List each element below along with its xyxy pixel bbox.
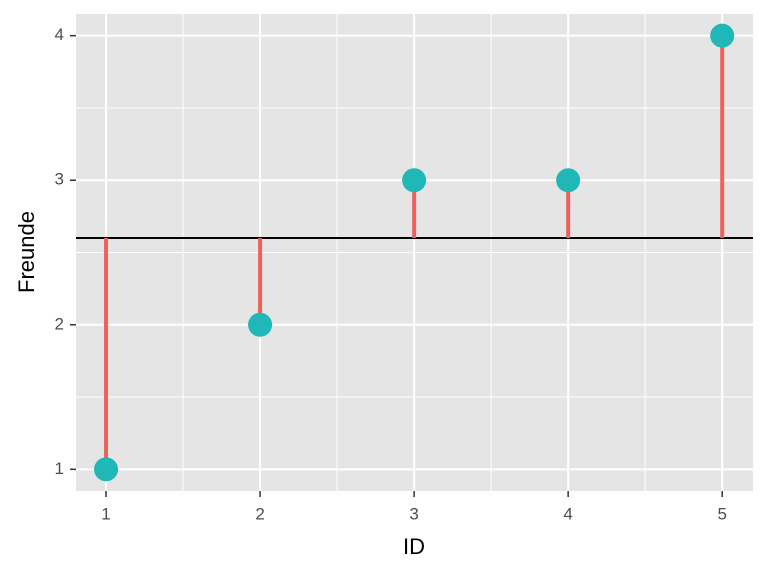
- x-axis-title: ID: [403, 534, 425, 559]
- y-tick-label: 4: [55, 25, 64, 44]
- point: [710, 23, 735, 48]
- y-tick-label: 3: [55, 170, 64, 189]
- point: [402, 168, 427, 193]
- point: [248, 312, 273, 337]
- y-tick-label: 2: [55, 314, 64, 333]
- point: [556, 168, 581, 193]
- y-axis-title: Freunde: [14, 211, 39, 293]
- x-tick-label: 4: [563, 504, 572, 523]
- x-tick-label: 2: [255, 504, 264, 523]
- point: [94, 457, 119, 482]
- x-tick-label: 5: [717, 504, 726, 523]
- y-tick-label: 1: [55, 459, 64, 478]
- x-tick-label: 1: [101, 504, 110, 523]
- x-tick-label: 3: [409, 504, 418, 523]
